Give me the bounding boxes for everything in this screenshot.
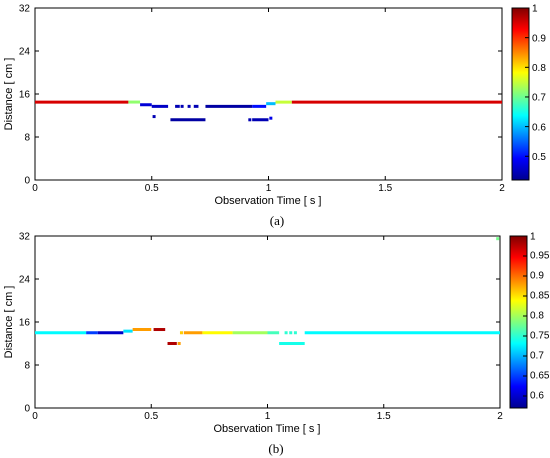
y-axis-label: Distance [ cm ] (3, 58, 15, 131)
ytick-label: 32 (19, 4, 31, 15)
colorbar-ticks-b (523, 235, 527, 397)
colorbar-tick-label: 0.6 (532, 122, 546, 133)
colorbar-tick-label: 0.85 (530, 291, 550, 302)
xtick-label: 1 (265, 411, 271, 422)
colorbar-tick-label: 0.7 (532, 93, 546, 104)
ytick-label: 8 (24, 133, 30, 144)
ytick-label: 16 (19, 318, 31, 329)
y-axis-label: Distance [ cm ] (3, 286, 15, 359)
xtick-label: 0 (32, 183, 38, 194)
panel-caption: (a) (270, 213, 284, 228)
plot-area-b (34, 235, 501, 409)
axis-ticks-b (34, 235, 501, 409)
ytick-label: 16 (19, 90, 31, 101)
data-point (293, 331, 297, 335)
x-axis-label: Observation Time [ s ] (214, 423, 321, 435)
data-point (152, 115, 156, 119)
data-marks-b (35, 237, 500, 345)
data-point (248, 118, 252, 122)
data-point (177, 342, 181, 345)
panel-b: 0 0.5 1 1.5 2 0 8 16 24 32 Observation T… (3, 232, 550, 457)
data-point (289, 331, 293, 335)
plot-area-a (34, 7, 503, 181)
x-axis-label: Observation Time [ s ] (215, 195, 322, 207)
colorbar-tick-label: 0.75 (530, 331, 550, 342)
xtick-label: 0 (32, 411, 38, 422)
xtick-label: 2 (497, 411, 503, 422)
ytick-label: 0 (24, 404, 30, 415)
ytick-label: 24 (19, 47, 31, 58)
ytick-label: 24 (19, 275, 31, 286)
colorbar-tick-label: 0.95 (530, 251, 550, 262)
colorbar-tick-label: 0.9 (532, 33, 546, 44)
colorbar-tick-label: 0.7 (530, 351, 544, 362)
colorbar-b (509, 235, 528, 409)
data-point (269, 116, 273, 120)
data-point (496, 237, 500, 241)
data-point (187, 104, 191, 108)
data-point (179, 331, 183, 335)
colorbar-tick-label: 1 (530, 232, 536, 243)
colorbar-tick-label: 0.6 (530, 391, 544, 402)
colorbar-ticks-a (525, 7, 529, 157)
xtick-label: 0.5 (144, 411, 158, 422)
xtick-label: 0.5 (145, 183, 159, 194)
colorbar-tick-label: 0.5 (532, 152, 546, 163)
panel-caption: (b) (268, 441, 283, 456)
axis-ticks-a (34, 7, 503, 181)
panel-a: 0 0.5 1 1.5 2 0 8 16 24 32 Observation T… (3, 4, 546, 229)
colorbar-tick-label: 1 (532, 4, 538, 15)
ytick-label: 0 (24, 176, 30, 187)
data-point (180, 104, 184, 108)
ytick-label: 32 (19, 232, 31, 243)
colorbar-tick-label: 0.9 (530, 271, 544, 282)
xtick-label: 1.5 (378, 183, 392, 194)
xtick-label: 1.5 (377, 411, 391, 422)
xtick-label: 1 (266, 183, 272, 194)
data-marks-a (35, 100, 502, 122)
data-point (284, 331, 288, 335)
ytick-label: 8 (24, 361, 30, 372)
colorbar-tick-label: 0.8 (532, 63, 546, 74)
colorbar-tick-label: 0.65 (530, 371, 550, 382)
colorbar-tick-label: 0.8 (530, 311, 544, 322)
colorbar-a (511, 7, 530, 181)
xtick-label: 2 (499, 183, 505, 194)
